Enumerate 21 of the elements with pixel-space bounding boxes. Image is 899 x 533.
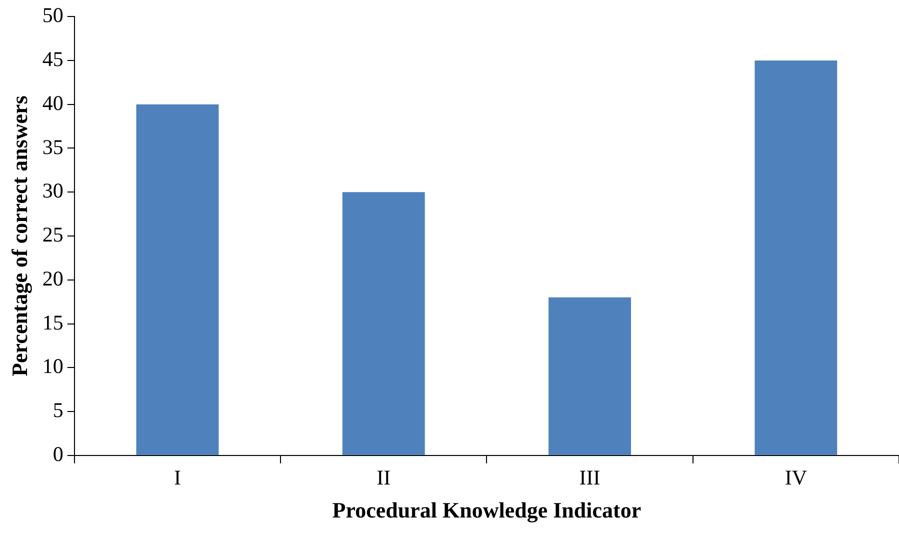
y-tick-label: 45 [42,46,64,71]
bar [136,104,219,455]
y-tick-label: 5 [52,398,64,422]
x-tick-label: I [174,466,181,490]
y-axis-title: Percentage of correct answers [6,95,32,376]
x-tick-label: IV [784,466,808,490]
y-tick-label: 20 [42,266,64,290]
bar [342,192,425,455]
x-tick-label: III [579,466,600,490]
y-tick-label: 40 [42,90,64,115]
y-tick-label: 0 [52,442,64,466]
bar [754,60,838,455]
x-tick-label: II [376,466,391,490]
y-tick-label: 30 [42,178,64,203]
y-tick-label: 35 [42,134,64,159]
y-tick-label: 15 [42,310,64,334]
y-tick-label: 10 [42,354,64,378]
x-axis-title: Procedural Knowledge Indicator [332,497,642,522]
y-tick-label: 25 [42,222,64,247]
bar [548,297,632,455]
y-tick-label: 50 [42,3,64,28]
